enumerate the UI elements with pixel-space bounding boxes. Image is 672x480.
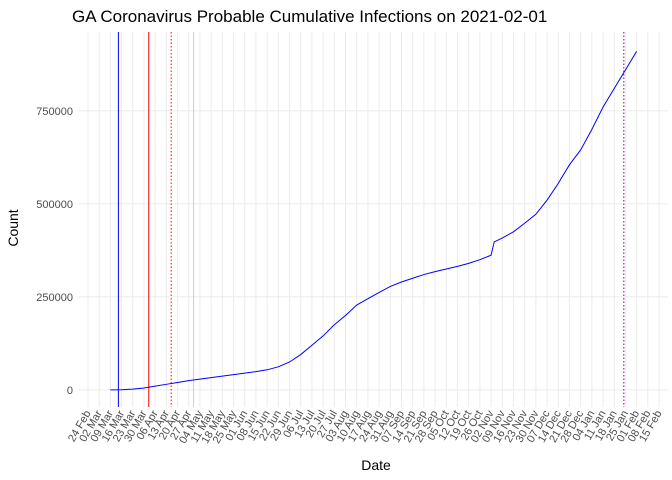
y-tick-label: 500000 <box>36 199 73 211</box>
y-tick-label: 750000 <box>36 106 73 118</box>
y-axis-title: Count <box>5 209 21 246</box>
x-axis-title: Date <box>361 457 391 473</box>
data-line <box>110 51 638 391</box>
chart-title: GA Coronavirus Probable Cumulative Infec… <box>72 7 547 26</box>
y-tick-label: 250000 <box>36 292 73 304</box>
y-tick-label: 0 <box>67 385 73 397</box>
